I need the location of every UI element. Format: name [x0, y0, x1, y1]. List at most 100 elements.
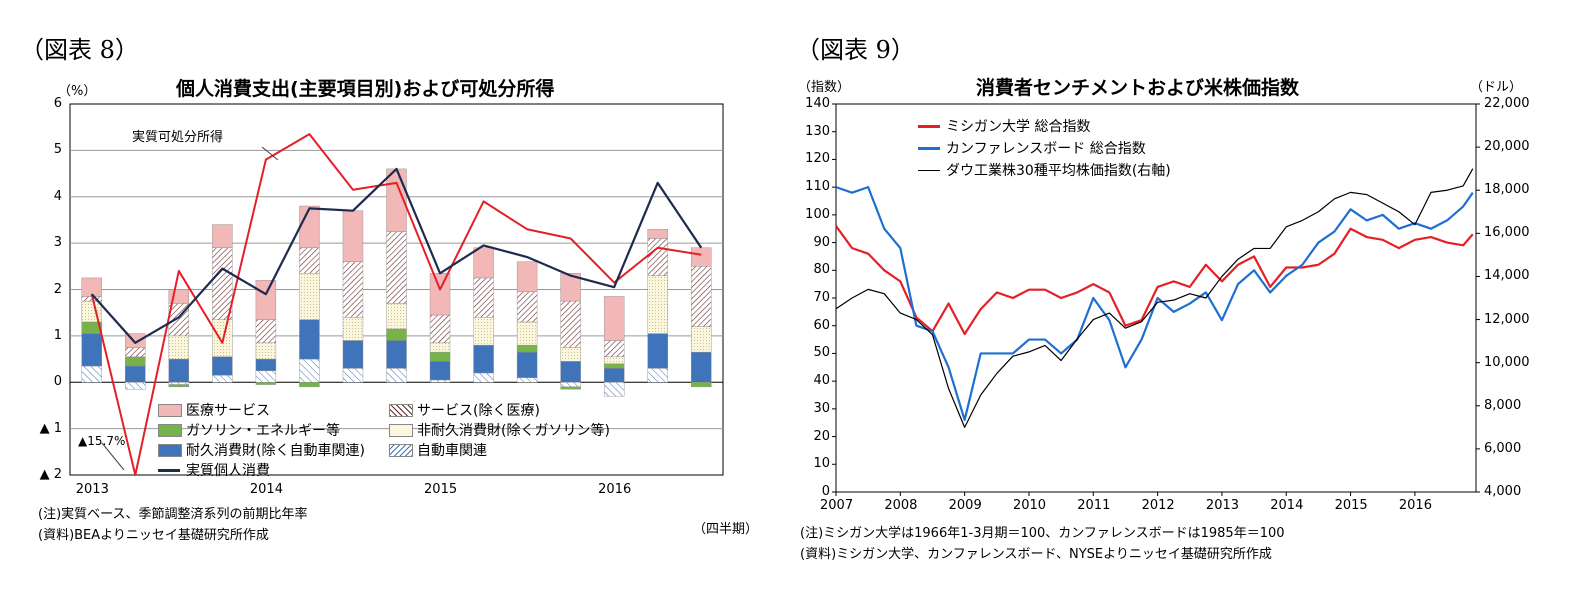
legend-michigan-swatch [918, 124, 940, 128]
y-tick-right-left: 60 [813, 317, 830, 333]
y-tick-right-right: 12,000 [1484, 311, 1530, 327]
y-tick-right-left: 30 [813, 400, 830, 416]
y-tick-right-left: 120 [805, 151, 830, 167]
bar-segment [255, 382, 277, 385]
y-tick-right-right: 22,000 [1484, 96, 1530, 111]
y-tick-left: 3 [53, 235, 62, 251]
note-left-1: (注)実質ベース、季節調整済系列の前期比年率 [38, 507, 308, 522]
line-michigan [835, 225, 1474, 336]
legend-label-left: 自動車関連 [417, 443, 487, 459]
y-tick-right-right: 6,000 [1484, 440, 1522, 456]
legend-swatch-left [389, 443, 413, 457]
y-tick-right-right: 4,000 [1484, 484, 1522, 499]
figure-9-label: （図表 9） [796, 36, 915, 64]
y-tick-right-left: 20 [813, 428, 830, 444]
x-tick-right: 2010 [1012, 498, 1047, 513]
legend-dow: ダウ工業株30種平均株価指数(右軸) [918, 160, 1171, 180]
y-unit-left: （%） [58, 84, 97, 99]
chart-title-right: 消費者センチメントおよび米株価指数 [976, 77, 1300, 99]
bar-segment [212, 224, 233, 248]
y-tick-left: 4 [53, 188, 62, 204]
bar-segment [691, 382, 712, 388]
bar-segment [168, 384, 190, 388]
note-right-1: (注)ミシガン大学は1966年1-3月期＝100、カンファレンスボードは1985… [800, 526, 1285, 541]
x-tick-left: 2015 [424, 482, 458, 497]
y-tick-left: ▲ 2 [39, 467, 62, 482]
legend-label-left: 医療サービス [186, 403, 270, 419]
bar-segment [560, 386, 581, 390]
legend-label-left: 非耐久消費財(除くガソリン等) [417, 423, 610, 439]
legend-item-left: 非耐久消費財(除くガソリン等) [389, 420, 610, 440]
legend-item-left: 実質個人消費 [158, 460, 270, 480]
legend-michigan: ミシガン大学 総合指数 [918, 116, 1090, 136]
line-conference-board [835, 186, 1474, 422]
y-tick-right-left: 10 [813, 456, 830, 472]
y-tick-right-left: 90 [813, 234, 830, 250]
y-tick-left: 1 [53, 327, 62, 343]
legend-label-left: 実質個人消費 [186, 463, 270, 479]
y-tick-left: 0 [53, 374, 62, 390]
legend-swatch-left [389, 423, 413, 437]
offscale-label: ▲15.7% [78, 434, 126, 448]
y-unit-right-left: （指数） [798, 80, 851, 95]
y-tick-left: 5 [53, 142, 62, 158]
x-tick-right: 2008 [884, 498, 918, 513]
legend-swatch-left [158, 423, 182, 437]
legend-swatch-left [389, 403, 413, 417]
y-tick-right-left: 130 [805, 123, 830, 139]
legend-label-left: サービス(除く医療) [417, 403, 540, 419]
legend-swatch-left [158, 443, 182, 457]
legend-dow-swatch [918, 169, 940, 171]
note-left-2: (資料)BEAよりニッセイ基礎研究所作成 [38, 528, 269, 543]
x-tick-right: 2007 [820, 498, 854, 513]
x-tick-left: 2013 [75, 482, 109, 497]
y-tick-right-right: 20,000 [1484, 139, 1530, 155]
y-tick-right-left: 40 [813, 373, 830, 389]
y-tick-right-left: 100 [805, 206, 830, 222]
bar-segment [603, 296, 625, 341]
x-tick-right: 2015 [1334, 498, 1368, 513]
legend-item-left: ガソリン・エネルギー等 [158, 420, 340, 440]
y-tick-right-left: 50 [813, 345, 830, 361]
x-tick-left: 2014 [249, 482, 283, 497]
y-tick-left: ▲ 1 [39, 420, 62, 436]
y-tick-right-right: 14,000 [1484, 268, 1530, 284]
legend-swatch-left [158, 403, 182, 417]
figure-8-label: （図表 8） [20, 36, 139, 64]
x-tick-right: 2009 [948, 498, 982, 513]
y-tick-left: 2 [53, 281, 62, 297]
y-unit-right-right: （ドル） [1470, 80, 1523, 95]
legend-conference-swatch [918, 146, 940, 150]
legend-item-left: サービス(除く医療) [389, 400, 540, 420]
offscale-arrow [101, 442, 125, 471]
legend-item-left: 耐久消費財(除く自動車関連) [158, 440, 365, 460]
legend-swatch-left [158, 468, 180, 472]
note-right-2: (資料)ミシガン大学、カンファレンスボード、NYSEよりニッセイ基礎研究所作成 [800, 547, 1272, 562]
y-tick-left: 6 [53, 96, 62, 111]
x-tick-right: 2013 [1205, 498, 1240, 513]
legend-item-left: 自動車関連 [389, 440, 487, 460]
bar-segment [560, 273, 581, 302]
x-tick-right: 2014 [1270, 498, 1304, 513]
y-tick-right-left: 110 [805, 179, 830, 195]
y-tick-right-left: 0 [821, 484, 830, 499]
bar-segment [473, 247, 494, 279]
x-tick-left: 2016 [598, 482, 632, 497]
x-tick-right: 2012 [1141, 498, 1175, 513]
callout-arrow [261, 146, 279, 161]
bar-segment [647, 229, 668, 239]
line-dow [835, 168, 1474, 428]
legend-michigan-label: ミシガン大学 総合指数 [946, 119, 1091, 135]
line-real-disposable-income [90, 133, 702, 476]
legend-dow-label: ダウ工業株30種平均株価指数(右軸) [946, 163, 1171, 179]
callout-disposable-income: 実質可処分所得 [132, 130, 224, 145]
legend-label-left: ガソリン・エネルギー等 [186, 423, 340, 439]
y-tick-right-left: 80 [813, 262, 830, 278]
x-unit-left: （四半期） [693, 522, 759, 537]
y-tick-right-left: 140 [805, 96, 830, 111]
bar-segment [299, 382, 320, 388]
bar-segment [516, 261, 538, 293]
y-tick-right-right: 16,000 [1484, 225, 1530, 241]
